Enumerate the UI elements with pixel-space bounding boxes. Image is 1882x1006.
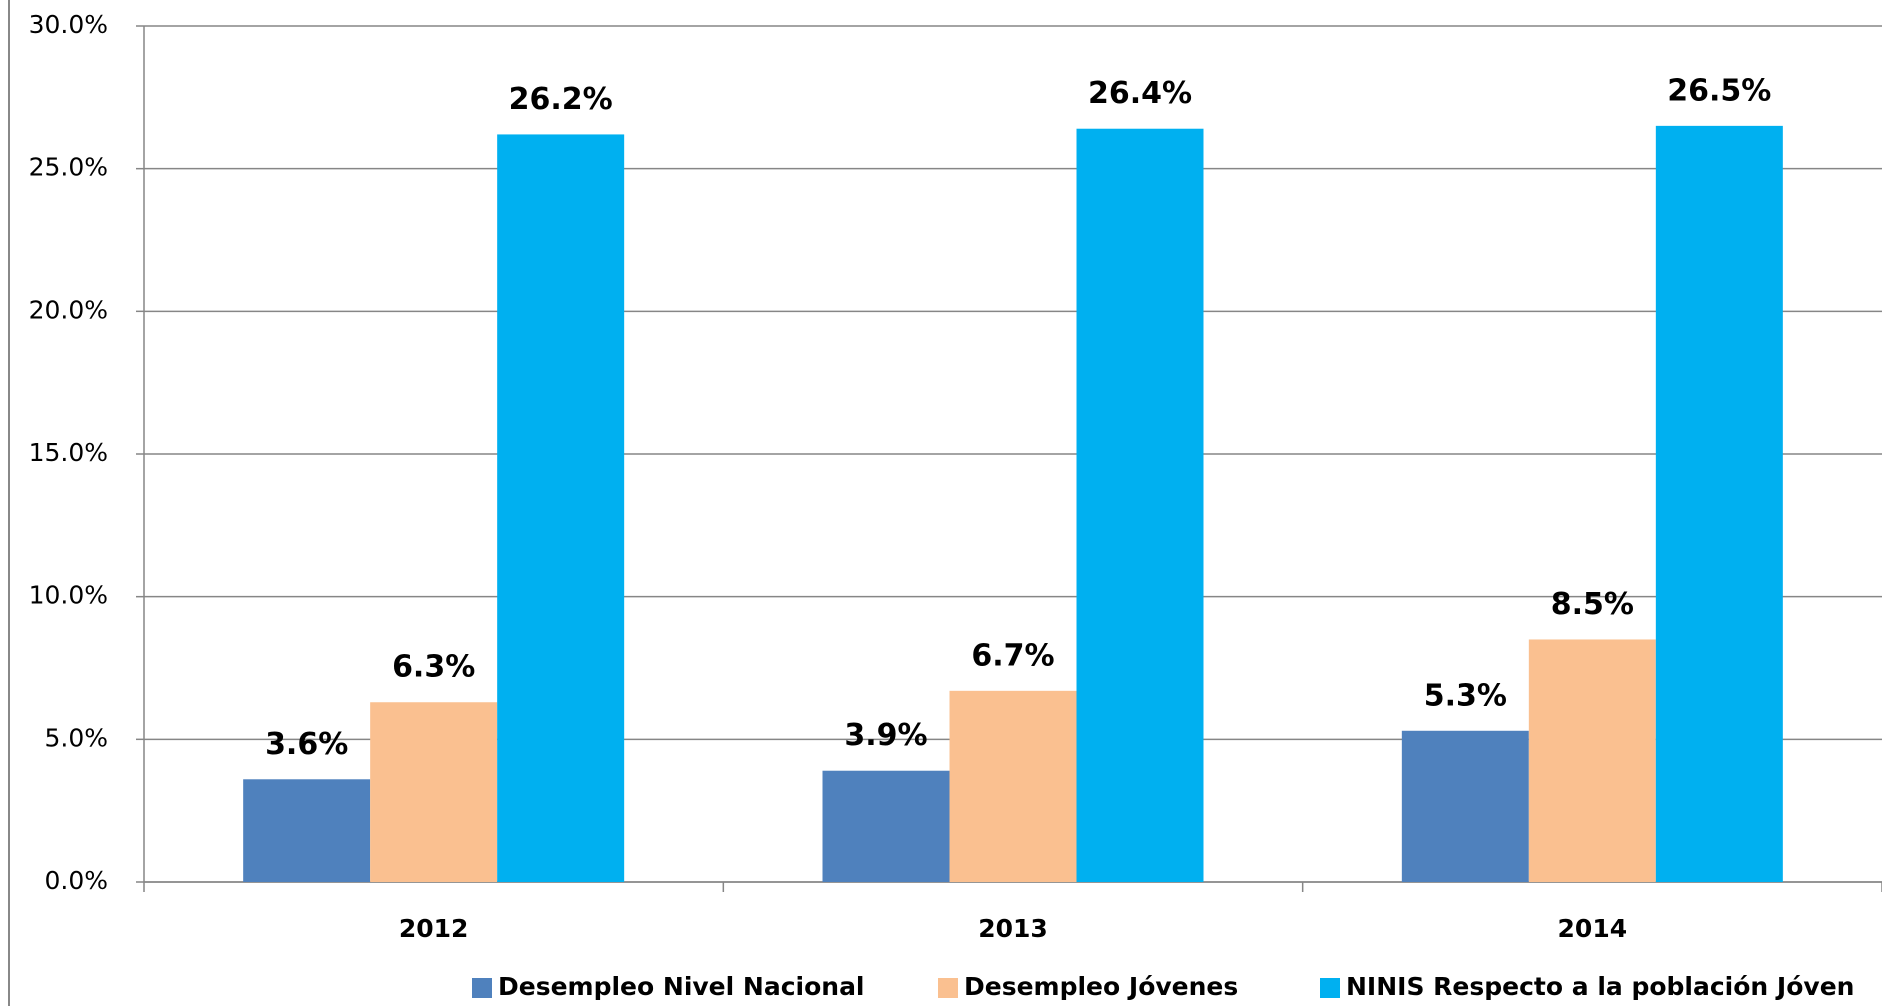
legend-label: Desempleo Jóvenes xyxy=(964,972,1238,1001)
legend-swatch xyxy=(938,978,958,998)
y-tick-label: 15.0% xyxy=(29,438,108,467)
data-label: 26.5% xyxy=(1667,73,1771,108)
bar xyxy=(1401,730,1529,882)
legend-swatch xyxy=(472,978,492,998)
y-tick-label: 30.0% xyxy=(29,10,108,39)
y-tick-label: 25.0% xyxy=(29,153,108,182)
y-tick-label: 10.0% xyxy=(29,581,108,610)
bar xyxy=(370,702,498,882)
bar xyxy=(1528,639,1656,882)
y-tick-label: 0.0% xyxy=(44,866,108,895)
y-tick-label: 20.0% xyxy=(29,295,108,324)
bar xyxy=(497,134,625,883)
y-tick-label: 5.0% xyxy=(44,723,108,752)
bar xyxy=(1655,125,1783,882)
x-tick-label: 2012 xyxy=(399,914,469,943)
x-tick-label: 2013 xyxy=(978,914,1048,943)
bar xyxy=(949,690,1077,882)
x-tick-label: 2014 xyxy=(1558,914,1628,943)
data-label: 6.7% xyxy=(971,638,1054,673)
bar xyxy=(822,770,950,882)
data-label: 3.9% xyxy=(844,718,927,753)
bar xyxy=(243,779,371,882)
data-label: 6.3% xyxy=(392,650,475,685)
legend-swatch xyxy=(1320,978,1340,998)
bar xyxy=(1076,128,1204,883)
legend-label: Desempleo Nivel Nacional xyxy=(498,972,865,1001)
data-label: 8.5% xyxy=(1551,587,1634,622)
data-label: 26.2% xyxy=(509,82,613,117)
data-label: 26.4% xyxy=(1088,76,1192,111)
data-label: 5.3% xyxy=(1424,678,1507,713)
legend-label: NINIS Respecto a la población Jóven xyxy=(1346,972,1854,1001)
data-label: 3.6% xyxy=(265,727,348,762)
